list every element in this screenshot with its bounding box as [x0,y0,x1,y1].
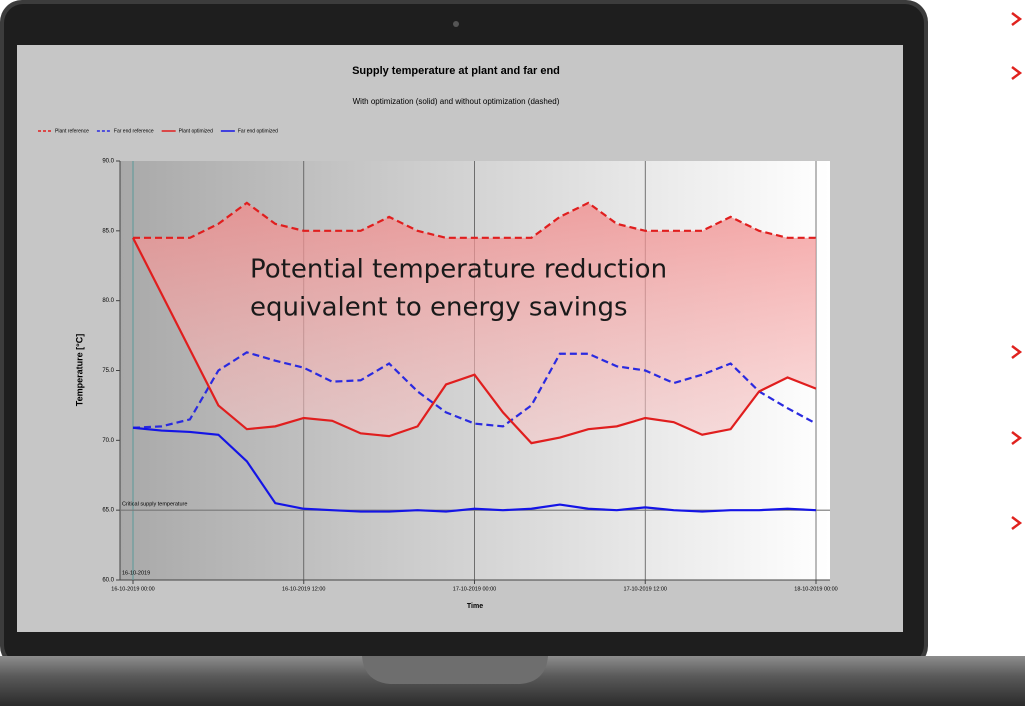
annotation: equivalent to energy savings [250,293,628,323]
bullets [1012,13,1020,529]
annotation: Potential temperature reduction [250,255,667,285]
y-tick-label: 70.0 [102,438,114,444]
legend-label: Far end reference [114,128,154,134]
chart-title: Supply temperature at plant and far end [352,65,560,77]
legend-label: Far end optimized [238,128,278,134]
bullet [1012,13,1020,25]
chart-subtitle: With optimization (solid) and without op… [353,97,560,106]
bullet [1012,517,1020,529]
page: Supply temperature at plant and far end … [0,0,1025,706]
bullet [1012,67,1020,79]
x-tick-label: 16-10-2019 00:00 [111,586,154,592]
camera [453,21,459,27]
x-tick-label: 18-10-2019 00:00 [794,586,837,592]
y-tick-label: 90.0 [102,159,114,165]
x-tick-label: 17-10-2019 12:00 [624,586,667,592]
laptop-notch [362,656,548,684]
x-tick-label: 17-10-2019 00:00 [453,586,496,592]
x-tick-label: 16-10-2019 12:00 [282,586,325,592]
y-tick-label: 80.0 [102,298,114,304]
y-tick-label: 85.0 [102,228,114,234]
time-marker-label: 16-10-2019 [122,570,150,576]
x-axis-label: Time [467,603,483,610]
legend-label: Plant reference [55,128,89,134]
critical-label: Critical supply temperature [122,502,187,508]
bullet [1012,346,1020,358]
bullet [1012,432,1020,444]
y-tick-label: 60.0 [102,578,114,584]
legend-label: Plant optimized [179,128,213,134]
y-tick-label: 65.0 [102,508,114,514]
y-tick-label: 75.0 [102,368,114,374]
y-axis-label: Temperature [°C] [74,334,84,406]
